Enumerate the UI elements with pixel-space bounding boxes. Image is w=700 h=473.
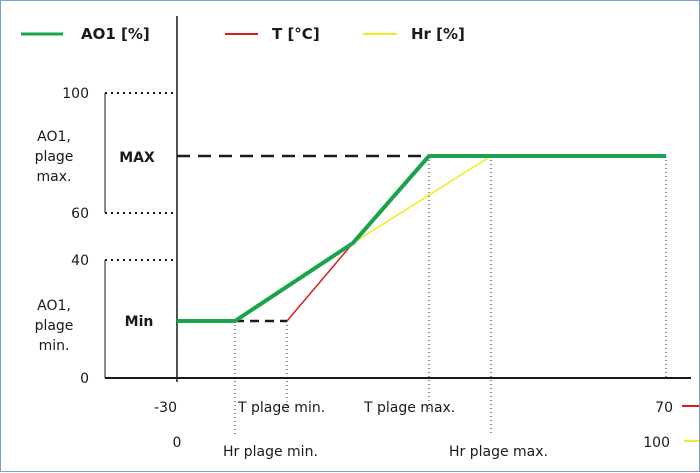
y-tick-60: 60 <box>71 206 89 222</box>
hr-plage-max-label: Hr plage max. <box>449 444 548 460</box>
max-group-line2: plage <box>35 149 74 165</box>
hr-curve <box>352 155 492 244</box>
min-label: Min <box>125 314 154 330</box>
t-axis-end: 70 <box>655 400 673 416</box>
legend-hr-label: Hr [%] <box>411 25 465 43</box>
max-group-line1: AO1, <box>37 129 71 145</box>
min-group-line1: AO1, <box>37 298 71 314</box>
t-plage-min-label: T plage min. <box>237 400 325 416</box>
y-tick-0: 0 <box>80 371 89 387</box>
max-label: MAX <box>119 150 155 166</box>
hr-axis-start: 0 <box>173 435 182 451</box>
legend-ao1-label: AO1 [%] <box>81 25 150 43</box>
ao1-curve <box>177 154 666 323</box>
min-group-line3: min. <box>39 338 70 354</box>
y-tick-100: 100 <box>62 86 89 102</box>
min-group-line2: plage <box>35 318 74 334</box>
legend-t-label: T [°C] <box>272 25 320 43</box>
y-tick-40: 40 <box>71 253 89 269</box>
t-plage-max-label: T plage max. <box>363 400 455 416</box>
hr-axis-end: 100 <box>643 435 670 451</box>
hr-plage-min-label: Hr plage min. <box>223 444 318 460</box>
t-axis-start: -30 <box>154 400 177 416</box>
max-group-line3: max. <box>37 169 72 185</box>
